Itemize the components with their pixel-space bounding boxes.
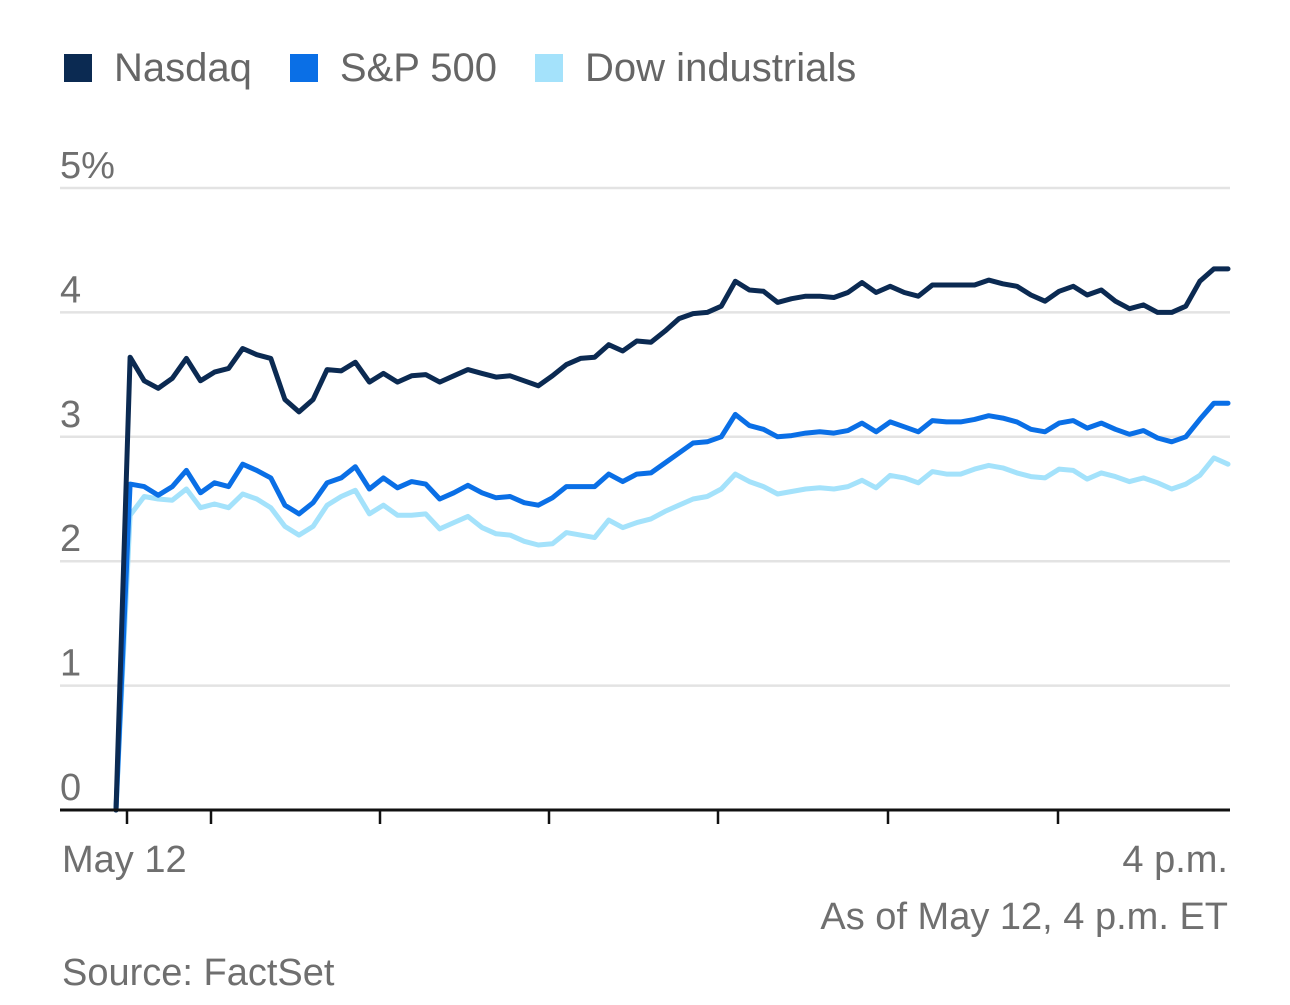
timestamp-note: As of May 12, 4 p.m. ET (820, 896, 1228, 938)
grid-lines (60, 186, 1230, 687)
series-line-nasdaq (113, 266, 1231, 813)
legend-item-nasdaq: Nasdaq (64, 48, 252, 88)
series-lines (113, 266, 1231, 813)
x-axis: May 12 4 p.m. (60, 808, 1230, 881)
y-tick-label-1: 1 (60, 643, 81, 685)
source-note: Source: FactSet (62, 952, 335, 994)
legend-item-dow: Dow industrials (535, 48, 856, 88)
legend-label-dow: Dow industrials (585, 46, 857, 90)
legend-swatch-sp500 (289, 54, 318, 82)
chart-legend: Nasdaq S&P 500 Dow industrials (64, 38, 894, 98)
legend-swatch-nasdaq (64, 54, 92, 82)
y-tick-label-0: 0 (60, 767, 81, 809)
legend-swatch-dow (535, 54, 564, 82)
series-line-dow-industrials (113, 455, 1231, 813)
y-tick-label-4: 4 (60, 269, 81, 311)
x-tick-label-start: May 12 (62, 839, 187, 881)
legend-item-sp500: S&P 500 (289, 46, 498, 90)
x-tick-label-end: 4 p.m. (1122, 839, 1228, 881)
series-line-s-p-500 (113, 400, 1231, 813)
y-tick-label-5: 5% (60, 145, 115, 187)
y-tick-label-3: 3 (60, 394, 81, 436)
y-tick-label-2: 2 (60, 518, 81, 560)
legend-label-sp500: S&P 500 (339, 46, 498, 90)
y-tick-labels: 0 1 2 3 4 5% (60, 145, 115, 809)
legend-label-nasdaq: Nasdaq (114, 46, 252, 90)
